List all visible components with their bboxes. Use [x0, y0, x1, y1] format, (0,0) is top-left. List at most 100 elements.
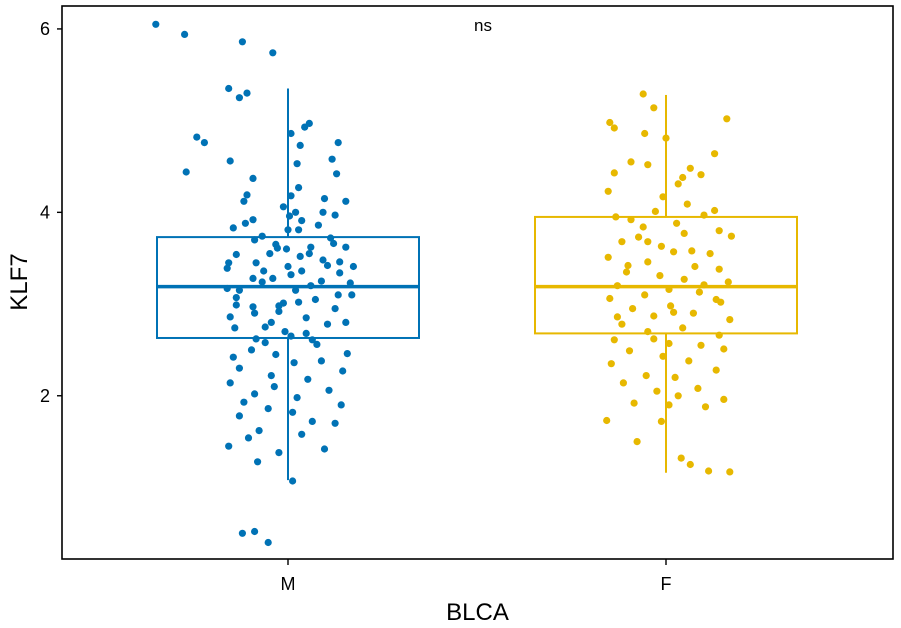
plot-panel-border	[61, 5, 894, 560]
data-point	[330, 239, 338, 248]
data-point	[247, 346, 256, 354]
data-point	[625, 347, 634, 355]
data-point	[229, 224, 237, 232]
data-point	[331, 305, 339, 313]
data-point	[229, 353, 237, 361]
data-point	[715, 265, 723, 273]
data-point	[261, 339, 269, 347]
data-point	[200, 139, 208, 147]
data-point	[293, 160, 301, 168]
points-layer	[152, 20, 736, 547]
data-point	[252, 335, 260, 343]
box-iqr	[534, 215, 798, 335]
data-point	[334, 291, 342, 299]
data-point	[727, 232, 736, 240]
data-point	[325, 386, 333, 394]
data-point	[679, 324, 687, 332]
data-point	[618, 238, 626, 246]
data-point	[606, 118, 614, 127]
data-point	[264, 405, 272, 413]
data-point	[284, 226, 292, 234]
data-point	[618, 320, 626, 328]
y-tick-label: 4	[40, 202, 50, 222]
data-point	[317, 277, 325, 285]
data-point	[706, 250, 714, 258]
data-point	[629, 305, 637, 313]
data-point	[182, 168, 190, 176]
data-point	[651, 207, 660, 215]
data-point	[726, 316, 734, 324]
data-point	[333, 170, 341, 178]
data-point	[606, 294, 614, 303]
data-point	[314, 221, 322, 229]
data-point	[284, 262, 292, 271]
data-point	[622, 268, 631, 276]
data-point	[273, 244, 281, 252]
data-point	[261, 323, 269, 331]
data-point	[604, 187, 612, 195]
data-point	[281, 328, 289, 336]
data-point	[287, 129, 295, 138]
data-point	[267, 372, 275, 380]
data-point	[650, 335, 658, 343]
data-point	[656, 272, 664, 280]
x-axis-title: BLCA	[446, 599, 509, 626]
data-point	[225, 259, 233, 267]
data-point	[657, 417, 666, 425]
data-point	[244, 434, 253, 442]
data-point	[650, 104, 658, 112]
data-point	[674, 180, 682, 188]
data-point	[720, 395, 728, 403]
data-point	[673, 219, 681, 227]
data-point	[348, 291, 356, 299]
data-point	[232, 301, 240, 309]
data-point	[249, 216, 257, 224]
data-point	[289, 477, 297, 485]
data-point	[604, 253, 612, 261]
data-point	[635, 233, 643, 241]
data-point	[603, 416, 611, 425]
data-point	[610, 124, 618, 132]
x-tick-label: M	[281, 574, 296, 594]
data-point	[301, 123, 309, 131]
data-point	[307, 282, 315, 290]
data-point	[270, 383, 278, 391]
data-point	[258, 278, 266, 286]
data-point	[323, 261, 332, 270]
data-point	[607, 360, 615, 368]
data-point	[296, 252, 304, 260]
y-axis-title: KLF7	[6, 253, 33, 310]
data-point	[298, 430, 306, 438]
data-point	[701, 403, 710, 411]
data-point	[670, 308, 678, 316]
data-point	[639, 223, 647, 231]
data-point	[720, 345, 728, 353]
data-point	[267, 318, 275, 326]
data-point	[700, 211, 708, 219]
data-point	[295, 226, 303, 234]
data-point	[287, 332, 295, 340]
data-point	[252, 259, 260, 267]
data-point	[641, 291, 649, 299]
data-point	[650, 312, 658, 320]
data-point	[334, 139, 342, 147]
data-point	[657, 242, 666, 250]
data-point	[235, 94, 243, 102]
data-point	[311, 295, 319, 304]
data-point	[694, 384, 702, 392]
data-point	[712, 366, 720, 374]
data-point	[304, 375, 312, 383]
data-point	[238, 529, 246, 537]
data-point	[241, 219, 249, 227]
data-point	[667, 302, 675, 310]
data-point	[644, 238, 652, 246]
data-point	[313, 340, 321, 348]
data-point	[610, 169, 618, 177]
data-point	[705, 467, 713, 475]
data-point	[226, 157, 234, 165]
data-point	[243, 191, 251, 199]
data-point	[302, 329, 310, 337]
data-point	[619, 379, 628, 387]
